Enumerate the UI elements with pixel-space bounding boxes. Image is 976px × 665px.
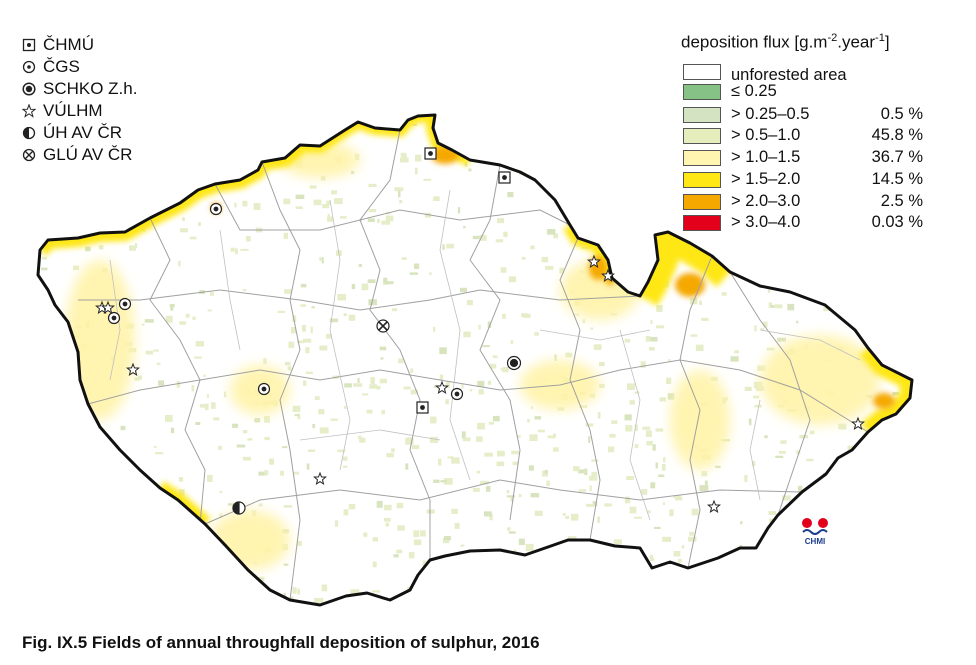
half-circle-icon: [22, 126, 36, 140]
legend-label: VÚLHM: [43, 101, 103, 120]
flux-class-percent: 0.5 %: [880, 105, 923, 123]
legend-item-schko: SCHKO Z.h.: [22, 78, 137, 100]
flux-class-percent: 36.7 %: [871, 148, 923, 166]
flux-class-percent: 2.5 %: [880, 192, 923, 210]
chmi-logo-mark: [802, 518, 828, 535]
station-cgs-marker: [107, 311, 121, 325]
station-vulhm-marker: [313, 471, 327, 486]
station-schko-marker: [506, 355, 522, 371]
flux-swatch: [683, 128, 721, 144]
station-vulhm-marker: [435, 380, 449, 395]
station-vulhm-marker: [707, 499, 721, 514]
flux-swatch: [683, 64, 721, 80]
station-vulhm-marker: [587, 254, 601, 269]
station-cgs-marker: [209, 202, 223, 216]
station-vulhm-marker: [851, 416, 865, 431]
station-chmu-marker: [416, 401, 429, 414]
flux-swatch: [683, 150, 721, 166]
flux-class-label: ≤ 0.25: [731, 82, 777, 100]
flux-swatch: [683, 215, 721, 231]
station-chmu-marker: [498, 171, 511, 184]
bullseye-icon: [22, 82, 36, 96]
flux-swatch: [683, 84, 721, 100]
station-glu-marker: [376, 319, 390, 333]
flux-class-label: > 0.5–1.0: [731, 126, 801, 144]
chmi-logo: CHMI: [797, 515, 833, 551]
flux-legend-title: deposition flux [g.m-2.year-1]: [681, 32, 890, 52]
station-vulhm-marker: [126, 362, 140, 377]
flux-class-label: > 0.25–0.5: [731, 105, 810, 123]
legend-label: ČHMÚ: [43, 35, 94, 54]
legend-item-uh: ÚH AV ČR: [22, 122, 122, 144]
station-cgs-marker: [118, 297, 132, 311]
legend-item-cgs: ČGS: [22, 56, 80, 78]
circle-dot-icon: [22, 60, 36, 74]
flux-class-label: > 1.0–1.5: [731, 148, 801, 166]
figure-caption: Fig. IX.5 Fields of annual throughfall d…: [22, 633, 540, 652]
station-cgs-marker: [450, 387, 464, 401]
station-vulhm-marker: [101, 300, 115, 315]
flux-swatch: [683, 107, 721, 123]
station-cgs-marker: [257, 382, 271, 396]
flux-class-label: > 2.0–3.0: [731, 192, 801, 210]
star-icon: [22, 104, 36, 118]
legend-item-vulhm: VÚLHM: [22, 100, 103, 122]
flux-class-label: > 1.5–2.0: [731, 170, 801, 188]
station-uh-marker: [232, 501, 246, 515]
legend-item-glu: GLÚ AV ČR: [22, 144, 132, 166]
flux-class-percent: 0.03 %: [871, 213, 923, 231]
legend-label: ČGS: [43, 57, 80, 76]
flux-swatch: [683, 172, 721, 188]
flux-class-label: > 3.0–4.0: [731, 213, 801, 231]
legend-label: GLÚ AV ČR: [43, 145, 133, 164]
legend-label: SCHKO Z.h.: [43, 79, 138, 98]
square-dot-icon: [22, 38, 36, 52]
chmi-logo-text: CHMI: [804, 537, 826, 546]
flux-swatch: [683, 194, 721, 210]
legend-item-chmu: ČHMÚ: [22, 34, 94, 56]
flux-class-percent: 45.8 %: [871, 126, 923, 144]
circle-cross-icon: [22, 148, 36, 162]
station-chmu-marker: [424, 147, 437, 160]
legend-label: ÚH AV ČR: [43, 123, 123, 142]
flux-class-label: unforested area: [731, 66, 847, 84]
flux-class-percent: 14.5 %: [871, 170, 923, 188]
station-vulhm-marker: [601, 268, 615, 283]
